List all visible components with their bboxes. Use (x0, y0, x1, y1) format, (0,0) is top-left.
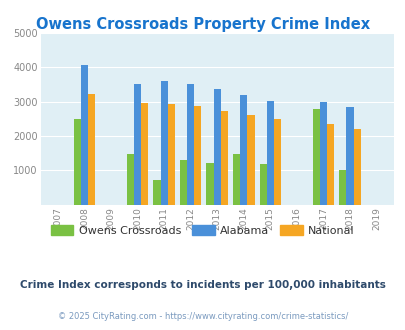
Legend: Owens Crossroads, Alabama, National: Owens Crossroads, Alabama, National (47, 220, 358, 240)
Bar (194, 106, 201, 205)
Bar (266, 101, 273, 205)
Text: © 2025 CityRating.com - https://www.cityrating.com/crime-statistics/: © 2025 CityRating.com - https://www.city… (58, 312, 347, 321)
Bar (312, 109, 319, 205)
Bar (179, 160, 187, 205)
Bar (213, 89, 220, 205)
Bar (339, 170, 345, 205)
Bar (345, 107, 353, 205)
Bar (126, 154, 134, 205)
Text: Crime Index corresponds to incidents per 100,000 inhabitants: Crime Index corresponds to incidents per… (20, 280, 385, 290)
Bar (73, 119, 81, 205)
Text: Owens Crossroads Property Crime Index: Owens Crossroads Property Crime Index (36, 17, 369, 32)
Bar (167, 104, 175, 205)
Bar (134, 84, 141, 205)
Bar (220, 111, 227, 205)
Bar (206, 163, 213, 205)
Bar (259, 164, 266, 205)
Bar (247, 115, 254, 205)
Bar (81, 65, 88, 205)
Bar (88, 94, 95, 205)
Bar (240, 95, 247, 205)
Bar (232, 154, 240, 205)
Bar (160, 81, 167, 205)
Bar (187, 84, 194, 205)
Bar (141, 103, 148, 205)
Bar (326, 124, 333, 205)
Bar (273, 119, 280, 205)
Bar (353, 129, 360, 205)
Bar (319, 102, 326, 205)
Bar (153, 180, 160, 205)
